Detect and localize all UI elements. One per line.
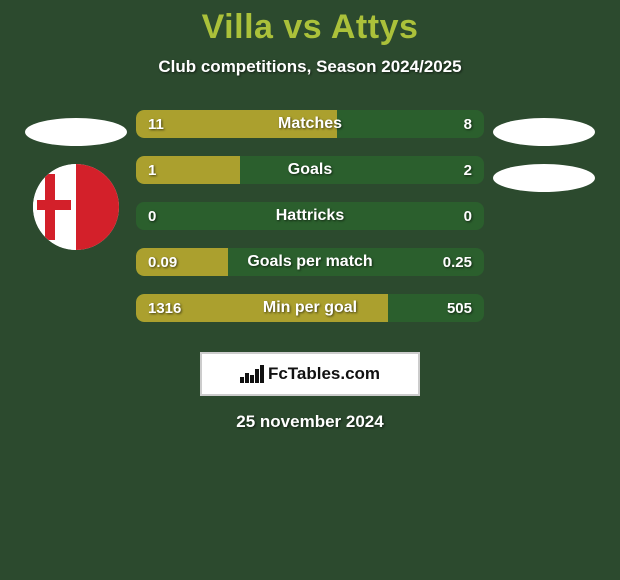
bar-chart-icon-bar [260,365,264,383]
player-silhouette-icon [493,118,595,146]
page-title: Villa vs Attys [0,0,620,47]
stat-label: Goals [136,156,484,184]
player-silhouette-icon [493,164,595,192]
brand-badge: FcTables.com [200,352,420,396]
stat-bar: 00Hattricks [136,202,484,230]
stat-label: Goals per match [136,248,484,276]
bar-chart-icon-bar [240,377,244,383]
stat-label: Hattricks [136,202,484,230]
stat-bar: 118Matches [136,110,484,138]
logo-cross-horizontal [37,200,71,210]
stat-bar: 0.090.25Goals per match [136,248,484,276]
bar-chart-icon-bar [250,375,254,383]
comparison-card: Villa vs Attys Club competitions, Season… [0,0,620,580]
left-player-col [16,110,136,250]
snapshot-date: 25 november 2024 [0,412,620,432]
stat-label: Min per goal [136,294,484,322]
bar-chart-icon-bar [245,373,249,383]
stat-label: Matches [136,110,484,138]
brand-text: FcTables.com [268,364,380,384]
main-row: 118Matches 12Goals 00Hattricks 0.090.25Goal… [0,110,620,322]
logo-right-half [76,164,119,250]
stat-bar: 12Goals [136,156,484,184]
right-player-col [484,110,604,192]
player-silhouette-icon [25,118,127,146]
bar-chart-icon-bar [255,369,259,383]
stat-bars: 118Matches 12Goals 00Hattricks 0.090.25Goal… [136,110,484,322]
page-subtitle: Club competitions, Season 2024/2025 [0,57,620,77]
bar-chart-icon [240,365,262,383]
stat-bar: 1316505Min per goal [136,294,484,322]
club-logo [33,164,119,250]
